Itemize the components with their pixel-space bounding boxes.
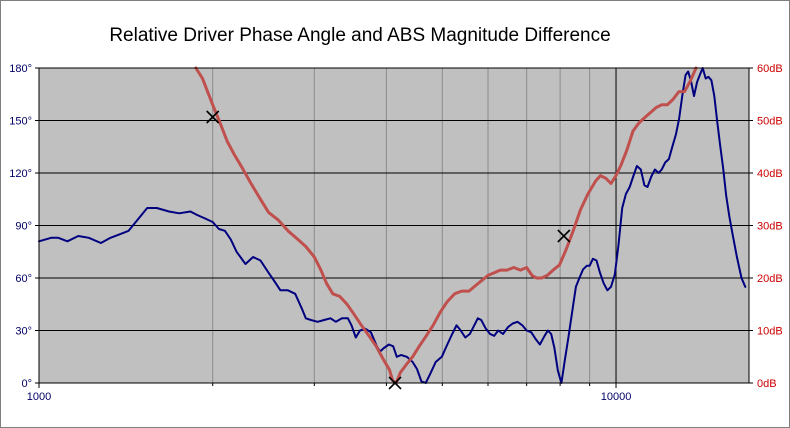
series-line-2 <box>194 66 698 385</box>
series-layer <box>38 66 747 385</box>
right-tick-label: 60dB <box>757 63 783 75</box>
x-marker <box>206 110 220 124</box>
series-line-1 <box>38 67 747 384</box>
right-tick-label: 0dB <box>757 378 777 390</box>
left-tick-label: 150° <box>9 116 32 128</box>
right-tick-label: 10dB <box>757 326 783 338</box>
axis-layer <box>35 67 753 388</box>
left-tick-label: 90° <box>15 221 32 233</box>
right-tick-label: 50dB <box>757 116 783 128</box>
chart-title: Relative Driver Phase Angle and ABS Magn… <box>109 25 610 46</box>
x-marker-stroke <box>206 110 220 124</box>
left-tick-label: 0° <box>21 378 32 390</box>
x-tick-label: 1000 <box>27 391 51 403</box>
left-tick-label: 180° <box>9 63 32 75</box>
left-tick-label: 60° <box>15 273 32 285</box>
left-tick-label: 30° <box>15 326 32 338</box>
left-tick-label: 120° <box>9 168 32 180</box>
right-tick-label: 40dB <box>757 168 783 180</box>
right-tick-label: 30dB <box>757 221 783 233</box>
x-tick-label: 10000 <box>601 391 632 403</box>
x-marker <box>557 229 571 243</box>
right-tick-label: 20dB <box>757 273 783 285</box>
tick-label-layer: 0° 30° 60° 90° 120° 150° 180° 0dB 10dB 20dB 30dB 40… <box>9 63 782 403</box>
x-marker-stroke <box>557 229 571 243</box>
